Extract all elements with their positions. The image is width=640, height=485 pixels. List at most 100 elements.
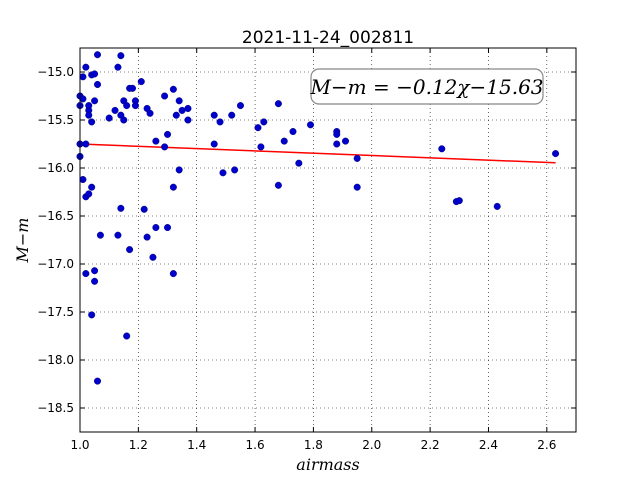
data-point [353,154,361,162]
plot-area [80,48,576,432]
data-point [169,183,177,191]
data-point [353,183,361,191]
data-point [146,109,154,117]
x-tick-label: 2.2 [421,438,440,452]
data-point [552,150,560,158]
data-point [149,253,157,261]
data-point [210,111,218,119]
x-tick-label: 1.0 [70,438,89,452]
data-point [260,118,268,126]
data-point [175,97,183,105]
data-point [91,97,99,105]
y-tick-label: −15.5 [37,113,74,127]
data-point [231,166,239,174]
data-point [88,118,96,126]
data-point [88,311,96,319]
x-tick-label: 2.6 [537,438,556,452]
equation-annotation: M−m = −0.12χ−15.63 [309,68,544,105]
data-point [342,137,350,145]
data-point [228,111,236,119]
x-tick-label: 1.6 [246,438,265,452]
data-point [126,246,134,254]
y-tick-label: −16.5 [37,209,74,223]
y-tick-label: −18.0 [37,353,74,367]
x-tick-label: 1.2 [129,438,148,452]
data-point [120,116,128,124]
data-point [164,224,172,232]
data-points [76,51,560,385]
x-tick-label: 1.4 [187,438,206,452]
data-point [111,106,119,114]
data-point [210,140,218,148]
data-point [94,80,102,88]
data-point [493,202,501,210]
data-point [140,205,148,213]
fit-line [79,143,556,164]
x-tick-label: 2.4 [479,438,498,452]
data-point [152,224,160,232]
data-point [438,145,446,153]
fit-line-group [79,143,556,164]
data-point [280,137,288,145]
data-point [117,204,125,212]
data-point [79,176,87,184]
data-point [114,231,122,239]
data-point [184,116,192,124]
data-point [274,181,282,189]
data-point [137,78,145,86]
data-point [178,106,186,114]
data-point [85,190,93,198]
data-point [96,231,104,239]
data-point [161,143,169,151]
data-point [85,111,93,119]
data-point [82,270,90,278]
data-point [91,267,99,275]
grid [79,48,576,432]
y-tick-label: −16.0 [37,161,74,175]
data-point [91,277,99,285]
x-axis-label: airmass [296,455,359,474]
y-tick-label: −17.0 [37,257,74,271]
data-point [105,114,113,122]
y-tick-label: −17.5 [37,305,74,319]
data-point [123,102,131,110]
data-point [306,121,314,129]
data-point [161,92,169,100]
data-point [82,63,90,71]
chart-title: 2021-11-24_002811 [242,28,414,48]
data-point [216,118,224,126]
data-point [333,130,341,138]
data-point [295,159,303,167]
data-point [289,128,297,136]
data-point [184,104,192,112]
data-point [129,84,137,92]
annotation-box [310,68,544,105]
data-point [152,137,160,145]
data-point [169,270,177,278]
data-point [91,70,99,78]
x-tick-label: 1.8 [304,438,323,452]
data-point [85,102,93,110]
data-point [94,377,102,385]
data-point [131,102,139,110]
data-point [164,130,172,138]
data-point [257,143,265,151]
data-point [123,332,131,340]
y-axis-label: M−m [13,218,32,264]
data-point [455,197,463,205]
y-tick-label: −18.5 [37,401,74,415]
axis-ticks: 1.0 1.2 1.4 1.6 1.8 2.0 2.2 2.4 2.6 −15.0 −15.5 −16… [37,48,576,452]
x-tick-label: 2.0 [362,438,381,452]
plot-frame [79,47,577,433]
data-point [88,183,96,191]
fit-equation: M−m = −0.12χ−15.63 [309,75,543,99]
data-point [79,73,87,81]
data-point [274,100,282,108]
data-point [82,140,90,148]
data-point [254,124,262,132]
data-point [175,166,183,174]
data-point [236,102,244,110]
data-point [79,95,87,103]
